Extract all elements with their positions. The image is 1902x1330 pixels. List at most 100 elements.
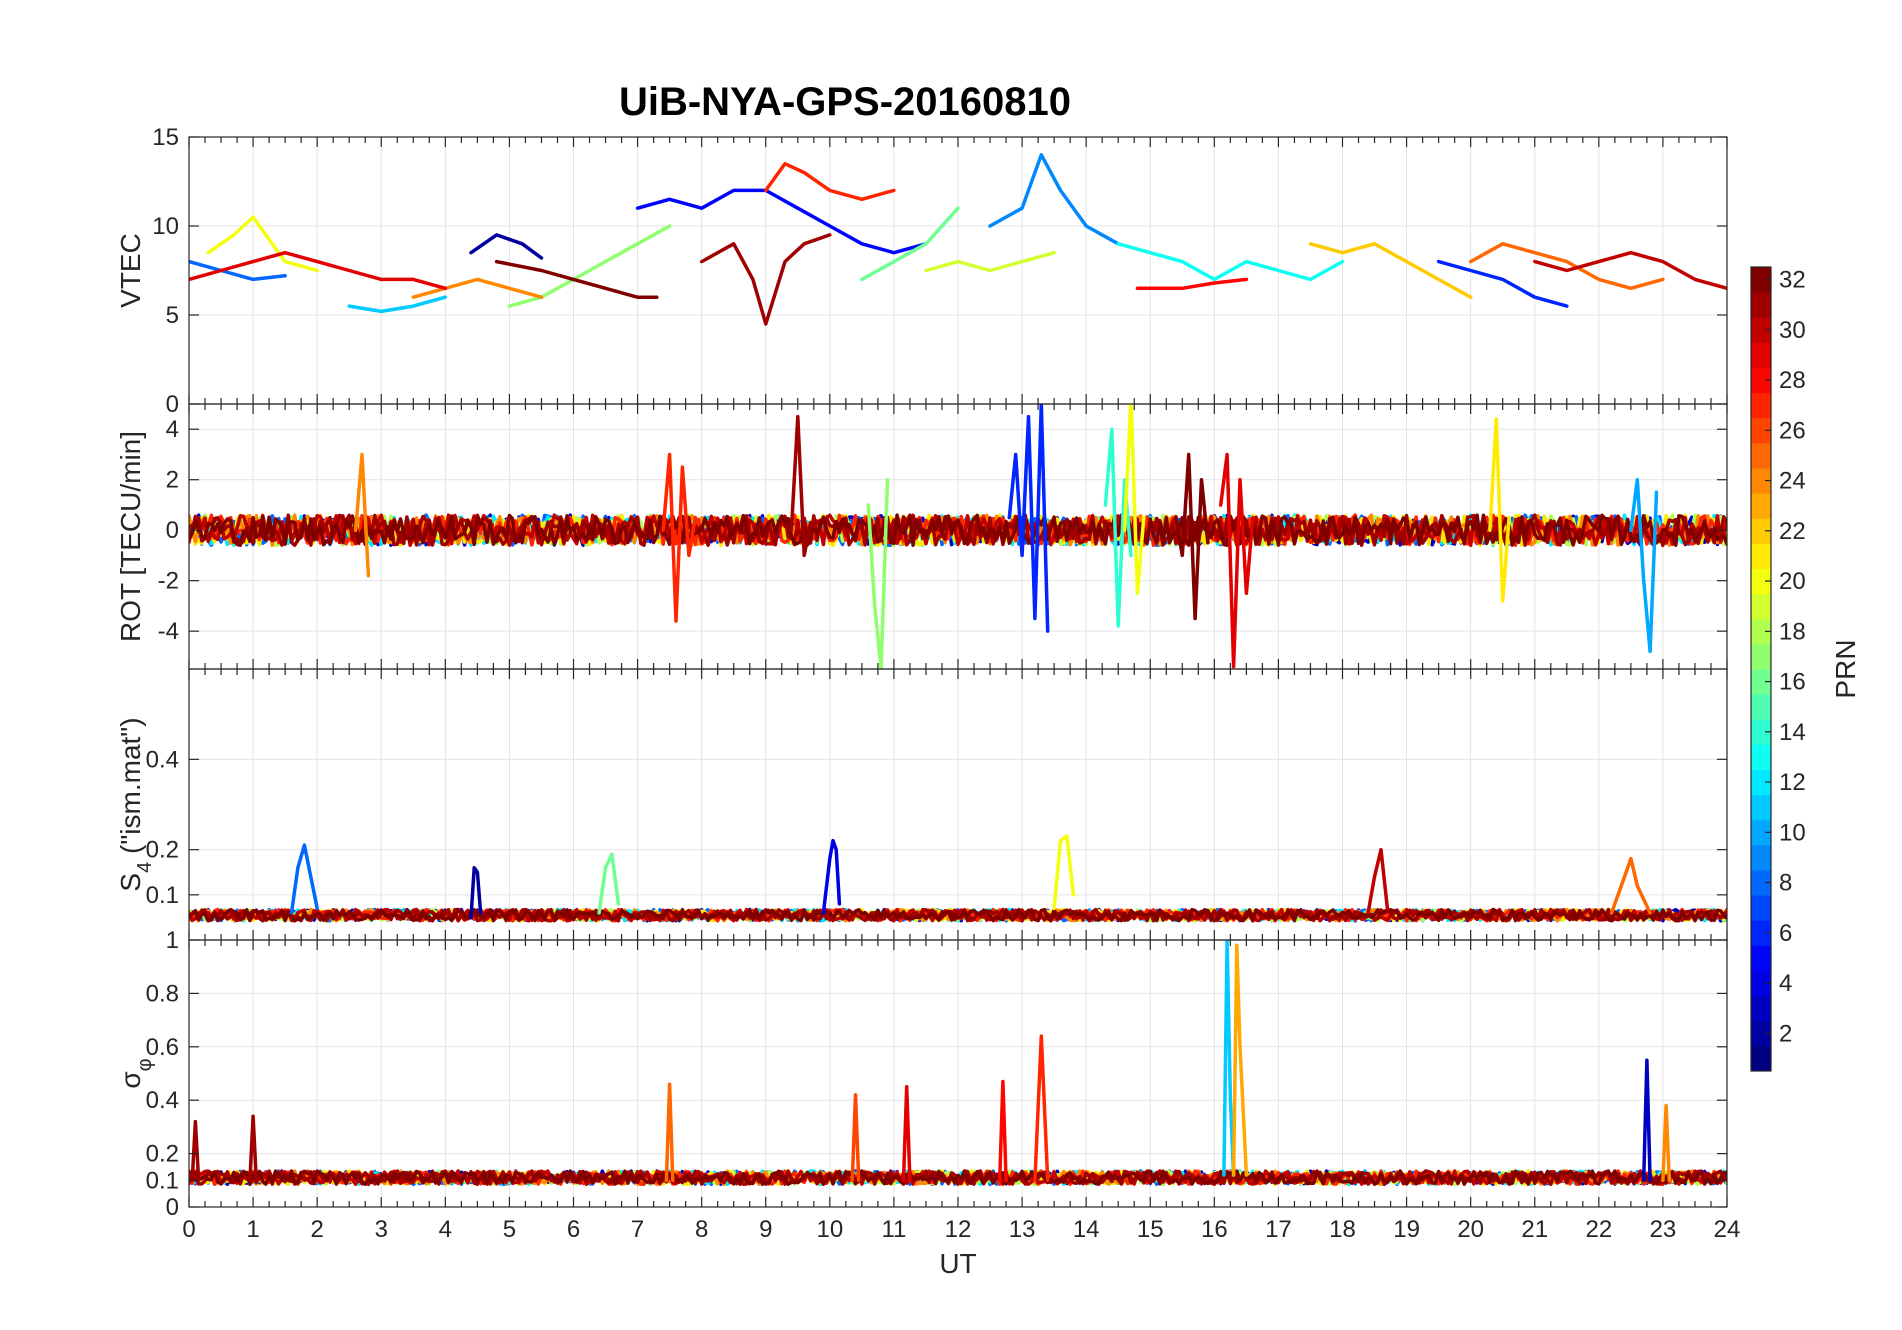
x-tick-label: 6 [567, 1216, 580, 1243]
series-prn22 [1308, 242, 1473, 299]
series-band-prn30 [189, 513, 1727, 548]
series-prn8 [289, 843, 319, 915]
colorbar-tick-label: 24 [1779, 468, 1806, 495]
series-band-prn32 [189, 513, 1727, 547]
y-tick-label: 5 [166, 302, 179, 329]
series-band-prn32 [189, 907, 1727, 923]
colorbar-level [1751, 870, 1771, 896]
colorbar-tick-label: 16 [1779, 669, 1806, 696]
y-tick-label: -2 [158, 568, 179, 595]
colorbar-tick-label: 6 [1779, 920, 1792, 947]
colorbar-label: PRN [1830, 639, 1861, 698]
colorbar-tick-label: 2 [1779, 1020, 1792, 1047]
series-prn5 [635, 188, 928, 255]
y-tick-label: 0 [166, 1194, 179, 1221]
panel-sigma_phi: 00.10.2 0.4 0.6 0.8 1 σφ [115, 927, 1728, 1221]
series-prn31 [190, 1119, 201, 1183]
x-tick-label: 10 [816, 1216, 843, 1243]
y-tick-label: 0 [166, 517, 179, 544]
y-tick-label: 4 [166, 416, 179, 443]
x-axis-label: UT [939, 1248, 976, 1279]
colorbar-level [1751, 267, 1771, 293]
series-prn25 [1609, 856, 1652, 915]
series-prn24 [1661, 1103, 1672, 1183]
colorbar-level [1751, 643, 1771, 670]
series-prn31 [248, 1114, 259, 1183]
series-prn26 [850, 1093, 861, 1183]
series-prn23 [1231, 943, 1249, 1177]
colorbar-level [1751, 543, 1771, 569]
colorbar-tick-label: 4 [1779, 970, 1792, 997]
colorbar-level [1751, 794, 1771, 821]
colorbar-level [1751, 995, 1771, 1022]
colorbar-level [1751, 769, 1771, 796]
series-prn16 [597, 852, 621, 915]
colorbar-level [1751, 744, 1771, 770]
series-prn2 [469, 233, 544, 260]
series-prn10 [1629, 477, 1659, 654]
plot-area-rot [189, 404, 1727, 669]
x-tick-label: 13 [1009, 1216, 1036, 1243]
y-label-rest: ("ism.mat") [115, 717, 146, 861]
x-tick-label: 18 [1329, 1216, 1356, 1243]
colorbar-level [1751, 493, 1771, 519]
y-tick-label: 1 [166, 927, 179, 954]
x-tick-label: 21 [1521, 1216, 1548, 1243]
colorbar-level [1751, 1020, 1771, 1047]
series-prn31 [789, 414, 813, 558]
plot-area-sigma_phi [189, 940, 1727, 1187]
series-prn20 [1052, 834, 1076, 911]
colorbar-level [1751, 920, 1771, 946]
colorbar-level [1751, 292, 1771, 318]
series-prn32 [1174, 452, 1210, 621]
series-prn4 [821, 838, 842, 915]
y-tick-label: 0.8 [146, 980, 179, 1007]
colorbar-tick-label: 22 [1779, 518, 1806, 545]
colorbar-level [1751, 342, 1771, 368]
series-prn28 [1135, 277, 1249, 291]
y-axis-label-s4: S4 ("ism.mat") [115, 717, 156, 891]
colorbar-tick-label: 32 [1779, 267, 1806, 294]
colorbar-tick-label: 18 [1779, 618, 1806, 645]
colorbar-tick-label: 8 [1779, 870, 1792, 897]
series-prn17 [507, 224, 672, 308]
series-prn17 [866, 477, 890, 669]
y-tick-label: 0.6 [146, 1034, 179, 1061]
series-prn9 [988, 153, 1120, 246]
colorbar-level [1751, 593, 1771, 620]
colorbar-tick-label: 26 [1779, 417, 1806, 444]
colorbar-level [1751, 568, 1771, 595]
series-prn6 [1436, 259, 1569, 308]
x-tick-label: 11 [881, 1216, 906, 1243]
y-label-sub: φ [134, 1058, 156, 1071]
colorbar-level [1751, 719, 1771, 745]
colorbar-level [1751, 945, 1771, 971]
series-prn16 [860, 206, 960, 282]
series-band-prn31 [189, 907, 1727, 923]
colorbar-level [1751, 819, 1771, 846]
series-prn20 [1122, 404, 1146, 596]
x-tick-label: 2 [310, 1216, 323, 1243]
panel-vtec: 0 5 10 15 VTEC [115, 124, 1728, 418]
panel-s4: 0.10.20.4S4 ("ism.mat") [115, 668, 1728, 941]
series-band-prn32 [189, 1169, 1727, 1187]
series-prn25 [664, 1082, 675, 1183]
y-tick-label: 10 [152, 213, 179, 240]
series-prn27 [1033, 1034, 1050, 1183]
y-tick-label: 0.2 [146, 837, 179, 864]
colorbar-level [1751, 618, 1771, 645]
y-axis-label-vtec: VTEC [115, 233, 146, 308]
chart-title: UiB-NYA-GPS-20160810 [619, 80, 1071, 124]
x-tick-label: 17 [1265, 1216, 1292, 1243]
colorbar-level [1751, 970, 1771, 997]
series-prn21 [1488, 417, 1511, 603]
colorbar-level [1751, 895, 1771, 921]
series-prn2 [469, 865, 483, 920]
y-tick-label: 0.4 [146, 1087, 179, 1114]
colorbar-level [1751, 392, 1771, 419]
colorbar-tick-label: 10 [1779, 819, 1806, 846]
series-prn6 [1007, 404, 1050, 633]
x-tick-label: 9 [759, 1216, 772, 1243]
series-prn11 [347, 295, 448, 314]
